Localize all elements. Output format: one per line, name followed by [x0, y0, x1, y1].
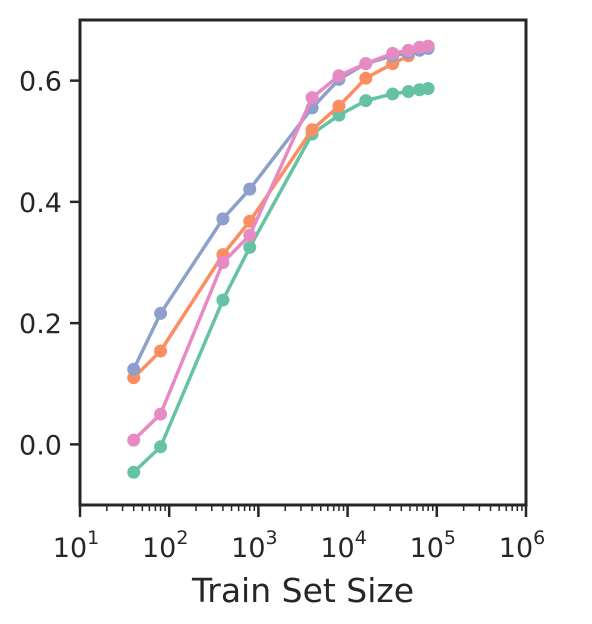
data-point [154, 306, 168, 320]
data-point [154, 407, 168, 421]
data-point [332, 99, 346, 113]
x-tick-label-exponent: 3 [266, 527, 278, 549]
y-tick-label: 0.4 [19, 188, 62, 219]
x-tick-label: 105 [410, 527, 456, 564]
data-point [305, 123, 319, 137]
data-point [216, 212, 230, 226]
data-point [243, 228, 257, 242]
x-axis: 101 102 103 104 105 106 [53, 505, 545, 564]
x-tick-label: 102 [142, 527, 188, 564]
x-axis-label: Train Set Size [191, 571, 414, 610]
data-point [154, 440, 168, 454]
x-tick-label-base: 10 [231, 533, 265, 564]
x-tick-label-exponent: 5 [444, 527, 456, 549]
data-point [401, 85, 415, 99]
y-tick-label: 0.2 [19, 309, 62, 340]
data-point [332, 108, 346, 122]
data-point [332, 69, 346, 83]
x-tick-label: 101 [53, 527, 99, 564]
data-point [359, 57, 373, 71]
x-tick-label: 104 [320, 527, 366, 564]
data-point [386, 87, 400, 101]
data-point [216, 256, 230, 269]
data-point [243, 182, 257, 196]
series-layer [127, 39, 435, 479]
data-point [216, 293, 230, 307]
data-point [421, 39, 435, 53]
data-point [421, 82, 435, 96]
data-point [305, 91, 319, 105]
x-tick-label-base: 10 [410, 533, 444, 564]
data-point [386, 46, 400, 60]
x-tick-label-exponent: 6 [533, 527, 545, 549]
y-tick-label: 0.6 [19, 67, 62, 98]
series-1 [127, 82, 435, 479]
data-point [359, 71, 373, 85]
data-point [127, 465, 141, 479]
series-line [131, 44, 430, 442]
data-point [127, 362, 141, 376]
x-tick-label-base: 10 [53, 533, 87, 564]
data-point [401, 43, 415, 57]
x-tick-label-base: 10 [142, 533, 176, 564]
x-tick-label-exponent: 1 [87, 527, 99, 549]
y-axis: 0.0 0.2 0.4 0.6 [19, 67, 80, 461]
x-tick-label: 103 [231, 527, 277, 564]
y-tick-label: 0.0 [19, 430, 62, 461]
x-tick-label-exponent: 2 [176, 527, 188, 549]
data-point [243, 240, 257, 254]
data-point [154, 344, 168, 358]
series-4 [127, 39, 435, 447]
plot-frame [78, 18, 528, 507]
x-tick-label-base: 10 [499, 533, 533, 564]
x-tick-label-exponent: 4 [355, 527, 367, 549]
x-tick-label-base: 10 [320, 533, 354, 564]
data-point [359, 94, 373, 108]
x-tick-label: 106 [499, 527, 545, 564]
data-point [127, 433, 141, 447]
